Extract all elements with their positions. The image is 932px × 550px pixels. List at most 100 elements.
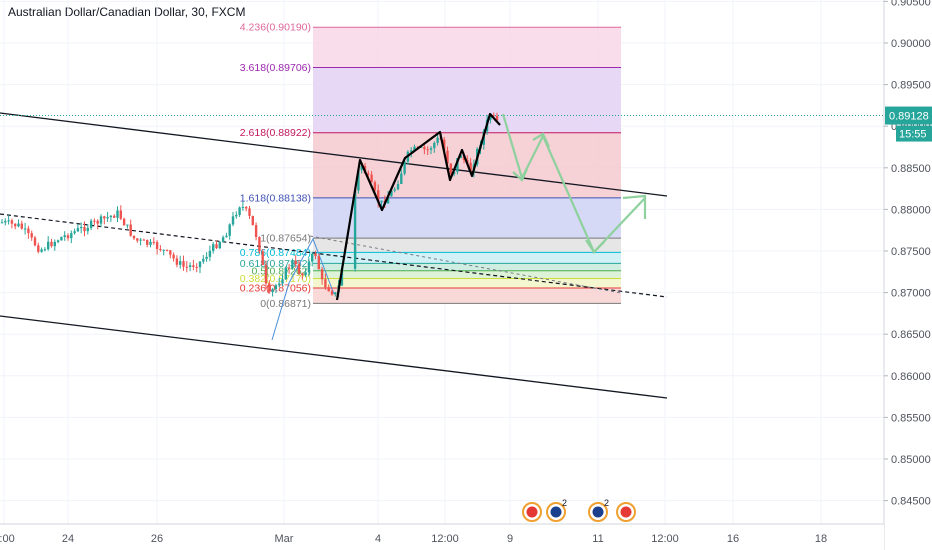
candle-body bbox=[146, 239, 149, 245]
candle-body bbox=[459, 155, 462, 159]
countdown-label: 15:55 bbox=[899, 129, 927, 141]
candle-body bbox=[142, 239, 146, 241]
candle-body bbox=[215, 244, 218, 249]
event-count-label: 2 bbox=[604, 498, 609, 508]
candle-body bbox=[261, 251, 264, 266]
candle-body bbox=[73, 231, 76, 234]
candle-body bbox=[225, 235, 228, 238]
australia-flag-icon bbox=[592, 506, 604, 518]
time-tick-label: 2:00 bbox=[0, 533, 15, 545]
candle-body bbox=[396, 183, 400, 190]
candle-body bbox=[436, 137, 439, 143]
candle-body bbox=[301, 273, 304, 276]
time-tick-label: 26 bbox=[151, 533, 163, 545]
candle-body bbox=[172, 254, 175, 259]
candle-body bbox=[99, 216, 103, 224]
candle-body bbox=[132, 235, 136, 239]
candle-body bbox=[235, 214, 238, 217]
fib-zone bbox=[313, 263, 621, 271]
candle-body bbox=[20, 223, 23, 229]
candle-body bbox=[202, 258, 205, 262]
candle-body bbox=[228, 224, 231, 236]
candle-body bbox=[386, 196, 390, 204]
arrow-head bbox=[585, 239, 605, 254]
candle-body bbox=[327, 287, 330, 292]
price-tick-label: 0.90500 bbox=[891, 0, 931, 8]
candle-body bbox=[47, 241, 50, 250]
candle-body bbox=[60, 236, 63, 241]
candle-body bbox=[63, 235, 66, 237]
candle-body bbox=[264, 265, 268, 284]
time-tick-label: 4 bbox=[375, 533, 381, 545]
candle-body bbox=[281, 279, 284, 284]
candle-body bbox=[185, 266, 188, 268]
candle-body bbox=[429, 148, 433, 150]
candle-body bbox=[469, 162, 472, 172]
candle-body bbox=[238, 207, 241, 215]
candle-body bbox=[360, 165, 363, 170]
candle-body bbox=[403, 161, 406, 174]
candle-body bbox=[165, 249, 169, 251]
candle-body bbox=[413, 146, 416, 151]
candle-body bbox=[367, 173, 370, 175]
price-axis: 0.905000.900000.895000.890000.885000.880… bbox=[883, 0, 932, 550]
candle-body bbox=[492, 115, 495, 117]
candle-body bbox=[353, 190, 357, 269]
candle-body bbox=[433, 142, 436, 149]
lower-channel-line bbox=[0, 315, 668, 399]
candle-body bbox=[119, 210, 122, 219]
fib-zone bbox=[313, 287, 621, 304]
candle-body bbox=[40, 249, 43, 252]
candle-body bbox=[449, 163, 452, 174]
candle-body bbox=[136, 238, 139, 241]
candle-body bbox=[248, 208, 251, 216]
candle-body bbox=[324, 279, 327, 288]
chart-title: Australian Dollar/Canadian Dollar, 30, F… bbox=[6, 5, 248, 19]
price-tick-label: 0.90000 bbox=[891, 38, 931, 50]
candle-body bbox=[373, 182, 377, 191]
candle-body bbox=[96, 220, 99, 224]
candle-body bbox=[30, 233, 33, 238]
candle-body bbox=[53, 241, 56, 247]
candle-body bbox=[294, 260, 297, 265]
time-tick-label: 16 bbox=[727, 533, 739, 545]
candle-body bbox=[7, 220, 10, 222]
time-axis-bg bbox=[0, 524, 884, 550]
last-price-badge bbox=[885, 106, 932, 125]
candle-body bbox=[159, 248, 162, 251]
price-tick-label: 0.88000 bbox=[891, 204, 931, 216]
fib-zone bbox=[313, 238, 621, 253]
australia-flag-icon bbox=[550, 506, 562, 518]
fib-level-label: 4.236(0.90190) bbox=[240, 22, 311, 34]
candle-body bbox=[66, 235, 70, 239]
event-count-label: 2 bbox=[562, 498, 567, 508]
last-price-label: 0.89128 bbox=[889, 111, 929, 123]
candle-body bbox=[377, 190, 380, 203]
candle-body bbox=[129, 224, 132, 236]
candle-body bbox=[423, 146, 426, 150]
price-tick-label: 0.87500 bbox=[891, 246, 931, 258]
candle-body bbox=[410, 150, 413, 152]
fib-zone bbox=[313, 270, 621, 279]
candle-body bbox=[268, 283, 271, 293]
price-tick-label: 0.84500 bbox=[891, 496, 931, 508]
candle-body bbox=[426, 149, 429, 151]
candle-body bbox=[380, 200, 383, 203]
candle-body bbox=[258, 236, 261, 252]
candle-body bbox=[284, 267, 287, 280]
candle-body bbox=[495, 115, 499, 121]
candle-body bbox=[152, 241, 155, 243]
arrow-head bbox=[512, 168, 529, 182]
trend-channel bbox=[0, 112, 884, 399]
candle-body bbox=[452, 171, 456, 174]
candle-body bbox=[245, 206, 248, 209]
canada-flag-icon bbox=[526, 506, 538, 518]
candle-body bbox=[212, 244, 215, 251]
time-tick-label: 24 bbox=[62, 533, 74, 545]
time-tick-label: 11 bbox=[592, 533, 603, 545]
middle-channel-line bbox=[0, 213, 668, 298]
price-tick-label: 0.86000 bbox=[891, 371, 931, 383]
candle-body bbox=[357, 169, 360, 191]
candle-body bbox=[43, 249, 47, 251]
